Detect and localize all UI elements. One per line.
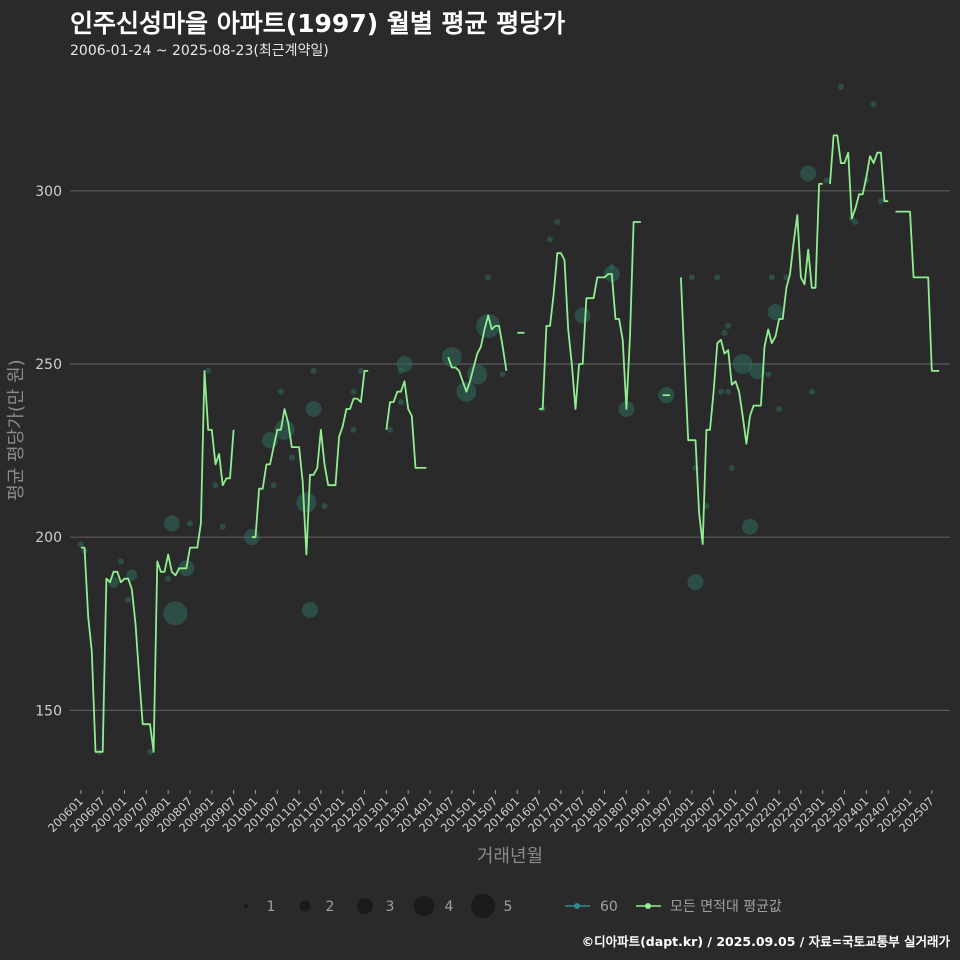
y-tick-label: 200 (35, 530, 62, 546)
data-point (776, 406, 783, 413)
data-point (800, 165, 817, 182)
legend-60-marker (574, 903, 580, 909)
average-line-segment (680, 183, 823, 545)
data-point (476, 313, 501, 338)
data-point (147, 748, 153, 755)
data-point (302, 601, 318, 618)
data-point (321, 503, 328, 509)
data-point (288, 454, 295, 461)
data-point (163, 515, 180, 532)
data-point (725, 322, 732, 329)
legend-size-label: 4 (445, 899, 454, 915)
data-point (310, 367, 317, 374)
y-axis-ticks: 150 200 250 300 (35, 184, 62, 720)
data-point (742, 518, 758, 535)
data-point (714, 274, 721, 281)
legend-size-label: 3 (386, 899, 395, 915)
legend-60-label: 60 (600, 899, 618, 915)
data-point (296, 492, 317, 513)
data-point (163, 601, 188, 626)
average-line (80, 134, 940, 753)
data-point (728, 464, 735, 471)
data-point (387, 426, 393, 433)
grid-lines (70, 190, 950, 711)
data-point (270, 482, 277, 489)
data-point (441, 347, 462, 368)
data-point (687, 574, 704, 591)
scatter-points (77, 83, 884, 755)
legend: 1 2 3 4 5 60 모든 면적대 평균값 (244, 894, 782, 918)
average-line-segment (80, 370, 235, 753)
y-tick-label: 250 (35, 357, 62, 373)
data-point (765, 371, 772, 378)
average-line-segment (447, 314, 508, 393)
data-point (125, 596, 132, 603)
data-point (547, 236, 553, 243)
y-axis-title: 평균 평당가(만 원) (6, 359, 27, 500)
data-point (485, 274, 492, 281)
data-point (554, 219, 561, 225)
data-point (357, 367, 364, 374)
average-line-segment (539, 221, 641, 410)
legend-size-label: 1 (267, 899, 276, 915)
data-point (305, 401, 322, 418)
data-point (187, 520, 193, 527)
data-point (768, 274, 775, 281)
data-point (499, 371, 506, 378)
chart-subtitle: 2006-01-24 ~ 2025-08-23(최근계약일) (70, 43, 329, 59)
data-point (219, 523, 226, 530)
legend-size-5 (471, 894, 495, 918)
data-point (212, 482, 219, 489)
data-point (717, 388, 724, 395)
x-axis-title: 거래년월 (477, 846, 543, 867)
data-point (350, 426, 357, 433)
data-point (749, 362, 766, 379)
y-tick-label: 300 (35, 184, 62, 200)
source-caption: ©디아파트(dapt.kr) / 2025.09.05 / 자료=국토교통부 실… (581, 934, 950, 949)
data-point (852, 219, 859, 225)
data-point (870, 101, 877, 108)
data-point (77, 541, 84, 548)
data-point (574, 307, 591, 324)
data-point (823, 177, 830, 184)
average-line-segment (251, 370, 369, 556)
x-axis-ticks: 2006012006072007012007072008012008072009… (45, 790, 937, 835)
average-line-segment (895, 210, 940, 372)
average-line-segment (829, 134, 889, 220)
data-point (350, 388, 357, 395)
legend-size-4 (414, 896, 434, 916)
data-point (126, 569, 138, 581)
legend-avg-marker (645, 903, 651, 909)
data-point (165, 575, 172, 582)
data-point (732, 354, 753, 374)
legend-size-1 (244, 904, 248, 908)
data-point (397, 399, 404, 406)
data-point (608, 264, 615, 271)
legend-size-label: 5 (504, 899, 513, 915)
data-point (277, 388, 284, 395)
data-point (725, 388, 732, 395)
legend-size-3 (357, 898, 373, 914)
average-line-segment (385, 380, 427, 469)
legend-size-2 (299, 900, 311, 912)
data-point (721, 329, 728, 336)
data-point (808, 388, 815, 395)
legend-avg-label: 모든 면적대 평균값 (670, 899, 782, 915)
data-point (205, 367, 212, 374)
data-point (767, 304, 784, 321)
data-point (877, 198, 884, 205)
data-point (396, 356, 413, 372)
data-point (688, 274, 695, 281)
data-point (117, 558, 124, 565)
data-point (837, 83, 844, 90)
y-tick-label: 150 (35, 703, 62, 719)
chart-title: 인주신성마을 아파트(1997) 월별 평균 평당가 (70, 9, 566, 38)
legend-size-label: 2 (326, 899, 335, 915)
